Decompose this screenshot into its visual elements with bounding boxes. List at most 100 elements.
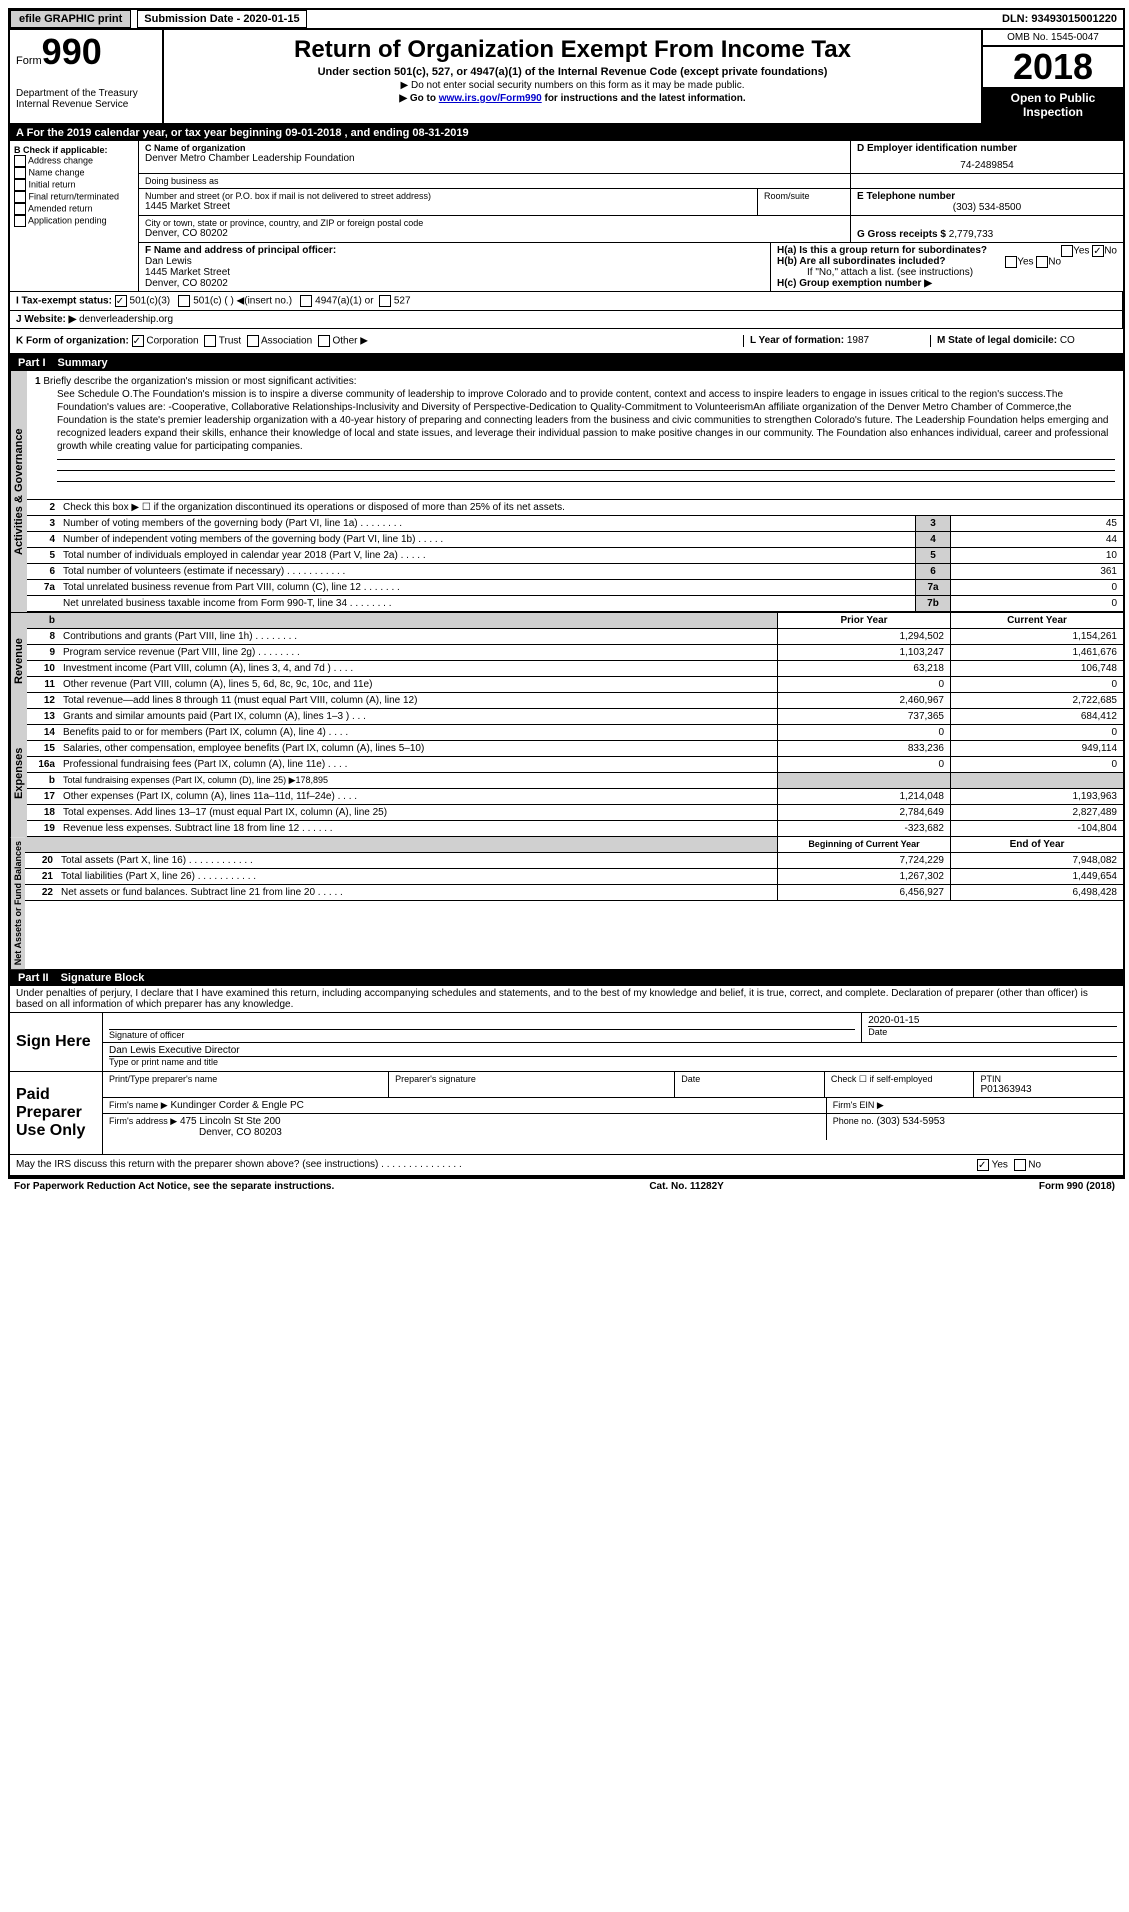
open-inspection: Open to Public Inspection — [983, 87, 1123, 123]
checkbox-ha-no[interactable] — [1092, 245, 1104, 257]
preparer-name-label: Print/Type preparer's name — [103, 1072, 389, 1097]
checkbox-discuss-no[interactable] — [1014, 1159, 1026, 1171]
form-number: 990 — [42, 31, 102, 72]
checkbox-final[interactable] — [14, 191, 26, 203]
section-c-name: C Name of organization Denver Metro Cham… — [139, 141, 851, 173]
line-7a: 7aTotal unrelated business revenue from … — [27, 580, 1123, 596]
checkbox-other[interactable] — [318, 335, 330, 347]
line-m-label: M State of legal domicile: — [937, 335, 1057, 346]
checkbox-pending[interactable] — [14, 215, 26, 227]
line-j-label: J Website: ▶ — [16, 314, 76, 325]
sig-date: 2020-01-15 — [868, 1015, 1117, 1026]
part2-label: Part II — [18, 972, 61, 984]
page-footer: For Paperwork Reduction Act Notice, see … — [8, 1179, 1121, 1194]
checkbox-527[interactable] — [379, 295, 391, 307]
ein-value: 74-2489854 — [857, 154, 1117, 171]
checkbox-501c[interactable] — [178, 295, 190, 307]
line-19: 19Revenue less expenses. Subtract line 1… — [27, 821, 1123, 837]
line-10: 10Investment income (Part VIII, column (… — [27, 661, 1123, 677]
opt-other: Other ▶ — [332, 336, 367, 347]
firm-phone-label: Phone no. — [833, 1116, 874, 1126]
section-c-street: Number and street (or P.O. box if mail i… — [139, 189, 758, 215]
row-i: I Tax-exempt status: 501(c)(3) 501(c) ( … — [10, 292, 1123, 311]
ptin-label: PTIN — [980, 1074, 1117, 1084]
checkbox-initial[interactable] — [14, 179, 26, 191]
part2-header: Part II Signature Block — [10, 970, 1123, 986]
name-label: C Name of organization — [145, 143, 844, 153]
opt-pending: Application pending — [28, 215, 107, 225]
hb-note: If "No," attach a list. (see instruction… — [777, 267, 1117, 278]
begin-year-header: Beginning of Current Year — [777, 837, 950, 852]
checkbox-501c3[interactable] — [115, 295, 127, 307]
activities-governance-section: Activities & Governance 1 Briefly descri… — [10, 371, 1123, 613]
line-9: 9Program service revenue (Part VIII, lin… — [27, 645, 1123, 661]
part1-label: Part I — [18, 357, 58, 369]
checkbox-corp[interactable] — [132, 335, 144, 347]
line-14: 14Benefits paid to or for members (Part … — [27, 725, 1123, 741]
line-12: 12Total revenue—add lines 8 through 11 (… — [27, 693, 1123, 709]
irs-link[interactable]: www.irs.gov/Form990 — [439, 93, 542, 104]
instructions-note: ▶ Go to www.irs.gov/Form990 for instruct… — [172, 93, 973, 104]
line-a-text: For the 2019 calendar year, or tax year … — [27, 127, 469, 139]
paid-preparer-label: Paid Preparer Use Only — [10, 1072, 103, 1154]
year-formation: 1987 — [847, 335, 869, 346]
mission-text: See Schedule O.The Foundation's mission … — [57, 389, 1108, 452]
opt-corp: Corporation — [146, 336, 198, 347]
checkbox-assoc[interactable] — [247, 335, 259, 347]
section-g: G Gross receipts $ 2,779,733 — [851, 216, 1123, 242]
penalties-text: Under penalties of perjury, I declare th… — [10, 986, 1123, 1013]
section-d: D Employer identification number 74-2489… — [851, 141, 1123, 173]
officer-name: Dan Lewis — [145, 256, 764, 267]
firm-phone: (303) 534-5953 — [877, 1116, 945, 1127]
section-b-label: B Check if applicable: — [14, 145, 134, 155]
checkbox-hb-no[interactable] — [1036, 256, 1048, 268]
checkbox-amended[interactable] — [14, 203, 26, 215]
checkbox-address-change[interactable] — [14, 155, 26, 167]
firm-name-label: Firm's name ▶ — [109, 1100, 168, 1110]
line-3: 3Number of voting members of the governi… — [27, 516, 1123, 532]
hb-yes: Yes — [1017, 257, 1033, 268]
discuss-yes: Yes — [992, 1160, 1008, 1171]
line-2: 2 Check this box ▶ ☐ if the organization… — [27, 500, 1123, 516]
checkbox-4947[interactable] — [300, 295, 312, 307]
discuss-text: May the IRS discuss this return with the… — [10, 1155, 971, 1175]
opt-501c: 501(c) ( ) ◀(insert no.) — [193, 296, 292, 307]
checkbox-name-change[interactable] — [14, 167, 26, 179]
line-b: bTotal fundraising expenses (Part IX, co… — [27, 773, 1123, 789]
checkbox-ha-yes[interactable] — [1061, 245, 1073, 257]
addr-label: Number and street (or P.O. box if mail i… — [145, 191, 751, 201]
firm-ein-label: Firm's EIN ▶ — [827, 1098, 1123, 1113]
hb-no: No — [1048, 257, 1061, 268]
footer-right: Form 990 (2018) — [1039, 1181, 1115, 1192]
gross-value: 2,779,733 — [949, 229, 994, 240]
dept-treasury: Department of the Treasury — [16, 88, 156, 99]
line-i-label: I Tax-exempt status: — [16, 296, 112, 307]
opt-527: 527 — [394, 296, 411, 307]
gross-label: G Gross receipts $ — [857, 229, 946, 240]
form-990: efile GRAPHIC print Submission Date - 20… — [8, 8, 1125, 1179]
room-suite-label: Room/suite — [758, 189, 851, 215]
opt-amended: Amended return — [28, 203, 93, 213]
opt-assoc: Association — [261, 336, 312, 347]
discuss-row: May the IRS discuss this return with the… — [10, 1155, 1123, 1177]
revenue-section: Revenue b Prior Year Current Year 8Contr… — [10, 613, 1123, 709]
checkbox-hb-yes[interactable] — [1005, 256, 1017, 268]
checkbox-discuss-yes[interactable] — [977, 1159, 989, 1171]
officer-label: F Name and address of principal officer: — [145, 245, 764, 256]
row-k: K Form of organization: Corporation Trus… — [10, 329, 1123, 355]
line2-text: Check this box ▶ ☐ if the organization d… — [59, 500, 1123, 515]
ssn-note: ▶ Do not enter social security numbers o… — [172, 80, 973, 91]
line-8: 8Contributions and grants (Part VIII, li… — [27, 629, 1123, 645]
checkbox-trust[interactable] — [204, 335, 216, 347]
line-11: 11Other revenue (Part VIII, column (A), … — [27, 677, 1123, 693]
tax-year: 2018 — [983, 47, 1123, 87]
efile-print-button[interactable]: efile GRAPHIC print — [10, 10, 131, 28]
state-domicile: CO — [1060, 335, 1075, 346]
section-b: B Check if applicable: Address change Na… — [10, 141, 139, 291]
org-name: Denver Metro Chamber Leadership Foundati… — [145, 153, 844, 164]
section-f: F Name and address of principal officer:… — [139, 243, 771, 291]
ein-label: D Employer identification number — [857, 143, 1117, 154]
form-prefix: Form — [16, 55, 42, 67]
row-j: J Website: ▶ denverleadership.org — [10, 311, 1123, 329]
form-title: Return of Organization Exempt From Incom… — [172, 36, 973, 64]
